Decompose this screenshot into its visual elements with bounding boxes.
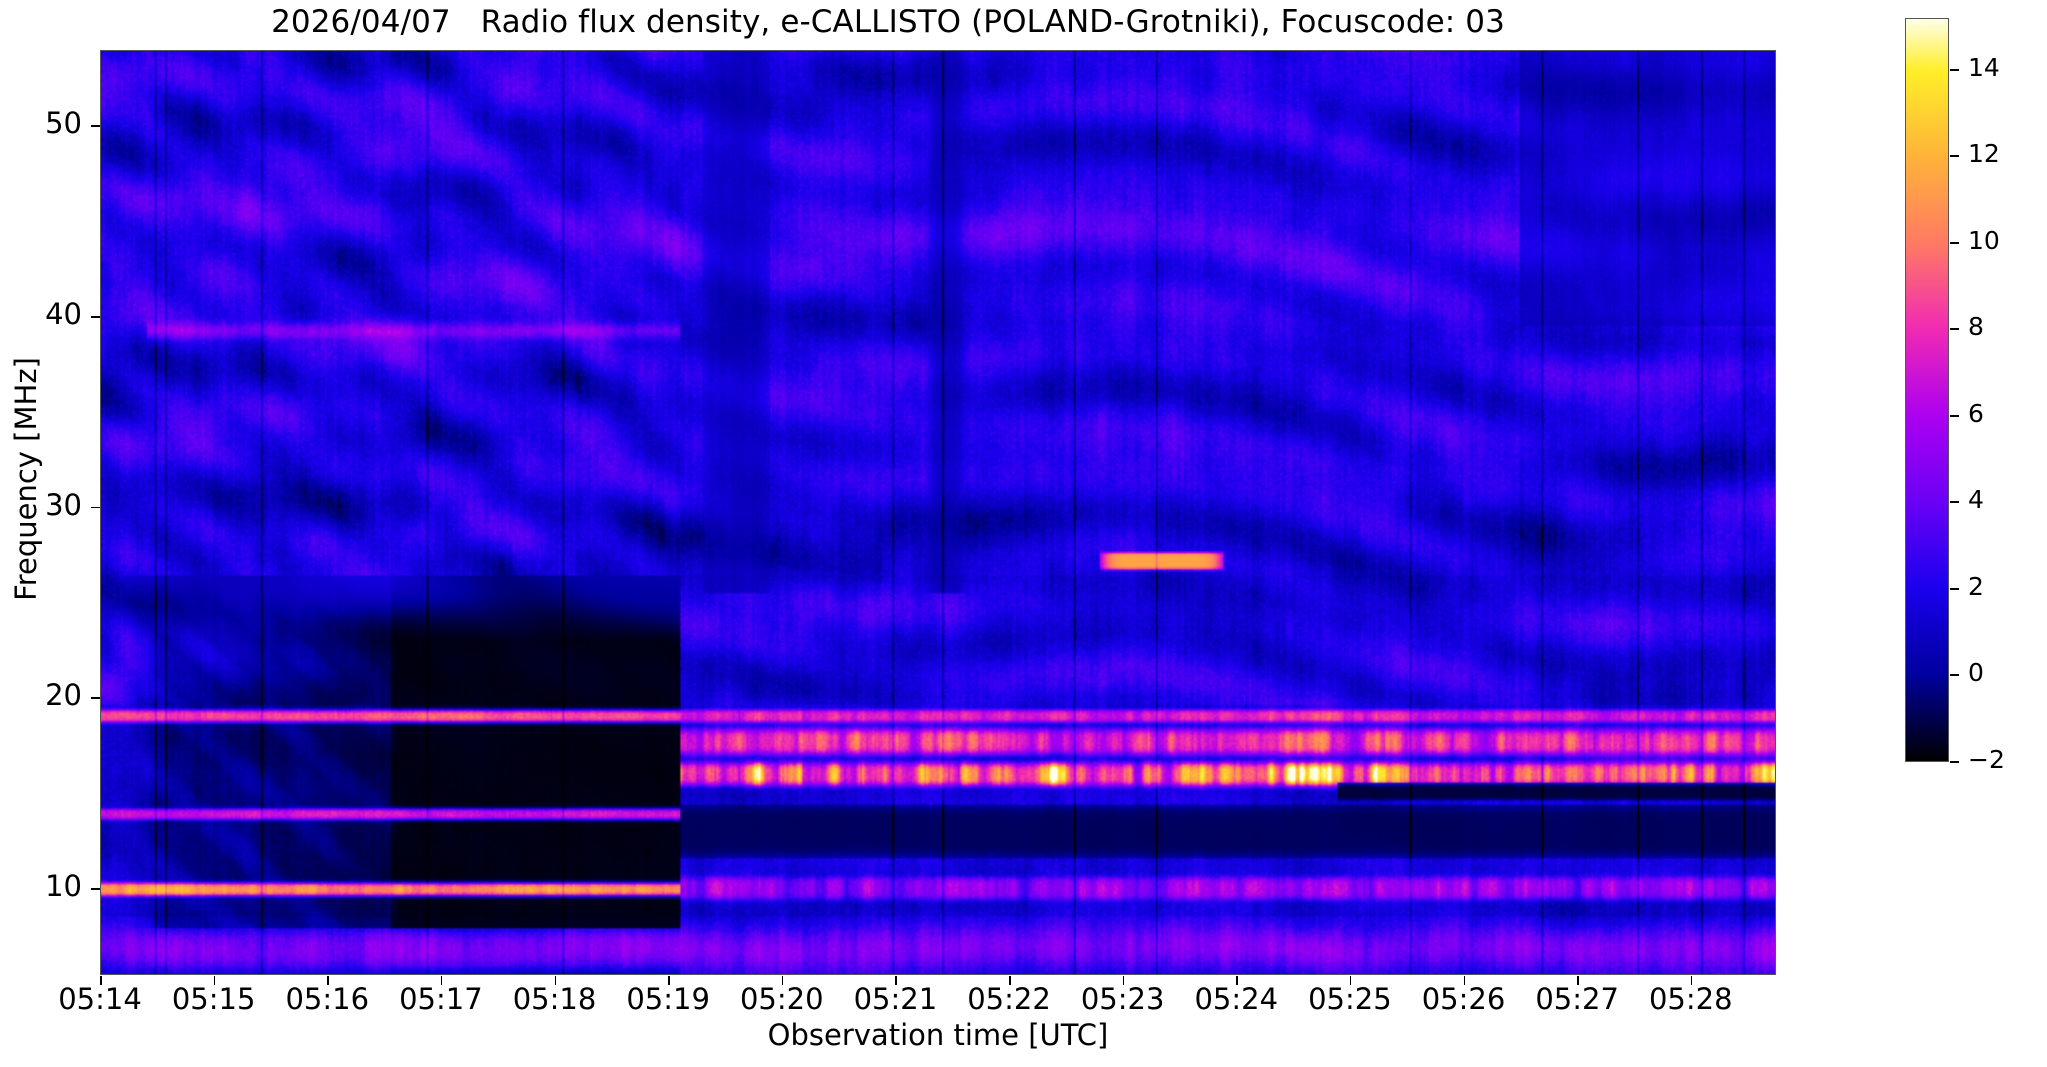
colorbar-tick-mark (1950, 155, 1959, 157)
colorbar-tick-label: 2 (1968, 571, 1984, 601)
x-tick-label: 05:23 (1080, 982, 1165, 1016)
x-tick-label: 05:17 (399, 982, 483, 1016)
x-tick-mark (781, 976, 784, 985)
colorbar-tick-mark (1950, 414, 1959, 417)
x-tick-label: 05:19 (626, 982, 710, 1016)
x-tick-label: 05:24 (1194, 982, 1279, 1016)
y-tick-label: 20 (45, 678, 82, 713)
colorbar-tick-mark (1950, 674, 1959, 677)
x-tick-mark (1009, 976, 1011, 985)
spectrogram-plot-area (100, 50, 1776, 975)
colorbar-tick-label: 4 (1968, 485, 1984, 515)
x-tick-mark (895, 976, 897, 985)
x-tick-mark (1463, 976, 1466, 985)
x-tick-label: 05:25 (1308, 982, 1392, 1016)
x-tick-label: 05:27 (1535, 982, 1619, 1016)
x-tick-mark (440, 976, 443, 985)
x-tick-mark (1577, 976, 1579, 985)
y-tick-label: 50 (45, 106, 82, 141)
colorbar-tick-label: 6 (1968, 398, 1984, 428)
colorbar (1905, 18, 1949, 762)
x-tick-label: 05:28 (1648, 982, 1733, 1016)
y-tick-mark (91, 125, 100, 127)
x-tick-label: 05:16 (285, 982, 370, 1016)
colorbar-tick-label: 14 (1968, 52, 2000, 82)
y-tick-label: 10 (45, 869, 82, 904)
x-tick-mark (1122, 976, 1125, 985)
x-tick-mark (1690, 976, 1693, 985)
x-tick-label: 05:26 (1421, 982, 1506, 1016)
colorbar-tick-mark (1950, 587, 1959, 590)
x-tick-label: 05:14 (58, 982, 142, 1016)
y-axis-label: Frequency [MHz] (9, 357, 43, 601)
colorbar-tick-mark (1950, 501, 1959, 504)
y-tick-mark (91, 316, 100, 318)
colorbar-gradient (1906, 19, 1948, 761)
x-tick-label: 05:22 (967, 982, 1051, 1016)
x-tick-mark (100, 976, 102, 985)
colorbar-tick-label: −2 (1968, 745, 2005, 774)
colorbar-tick-mark (1950, 68, 1959, 71)
x-tick-mark (327, 976, 329, 985)
y-tick-label: 30 (45, 487, 82, 522)
spectrogram-image (101, 51, 1775, 974)
colorbar-tick-mark (1950, 328, 1959, 331)
x-tick-label: 05:15 (171, 982, 256, 1016)
x-tick-label: 05:18 (512, 982, 597, 1016)
colorbar-tick-mark (1950, 761, 1959, 763)
x-tick-mark (1349, 976, 1352, 985)
colorbar-tick-label: 10 (1968, 225, 2000, 255)
colorbar-tick-label: 0 (1968, 658, 1984, 688)
x-tick-mark (1236, 976, 1238, 985)
x-tick-label: 05:21 (853, 982, 938, 1016)
x-tick-mark (554, 976, 557, 985)
y-tick-mark (91, 506, 100, 509)
colorbar-tick-label: 12 (1968, 139, 2000, 169)
y-tick-label: 40 (45, 297, 82, 331)
x-axis-label: Observation time [UTC] (767, 1018, 1109, 1052)
colorbar-tick-label: 8 (1968, 312, 1984, 342)
y-tick-mark (91, 888, 100, 890)
x-tick-mark (213, 976, 216, 985)
figure-title: 2026/04/07 Radio flux density, e-CALLIST… (271, 4, 1505, 40)
x-tick-mark (668, 976, 670, 985)
colorbar-tick-mark (1950, 241, 1959, 244)
x-tick-label: 05:20 (739, 982, 824, 1016)
y-tick-mark (91, 697, 100, 700)
